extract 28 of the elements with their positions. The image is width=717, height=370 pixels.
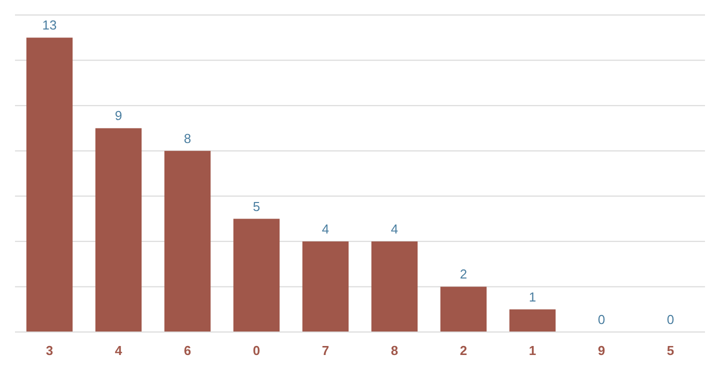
data-label: 0 [666, 312, 674, 327]
x-tick-label: 4 [114, 343, 123, 358]
x-tick-label: 6 [184, 343, 192, 358]
data-label: 4 [322, 221, 330, 236]
data-label: 2 [460, 266, 468, 282]
data-label: 4 [390, 221, 398, 236]
bar [26, 38, 73, 332]
x-tick-label: 7 [322, 343, 330, 358]
x-tick-label: 3 [46, 343, 54, 358]
x-tick-label: 2 [460, 343, 468, 358]
data-label: 8 [184, 130, 192, 146]
bar [164, 150, 211, 332]
data-label: 5 [252, 198, 260, 214]
data-label: 9 [114, 108, 122, 124]
bar [509, 309, 556, 332]
bar [371, 241, 418, 332]
bar [302, 241, 349, 332]
x-tick-label: 0 [252, 343, 260, 358]
x-tick-label: 1 [528, 343, 536, 358]
data-label: 1 [528, 289, 536, 304]
data-label: 13 [42, 18, 57, 33]
bar [233, 218, 280, 332]
bar [440, 286, 487, 332]
x-tick-label: 8 [390, 343, 398, 358]
x-tick-label: 9 [598, 343, 606, 358]
bar [95, 128, 142, 332]
data-label: 0 [598, 312, 606, 327]
x-tick-label: 5 [666, 343, 674, 358]
